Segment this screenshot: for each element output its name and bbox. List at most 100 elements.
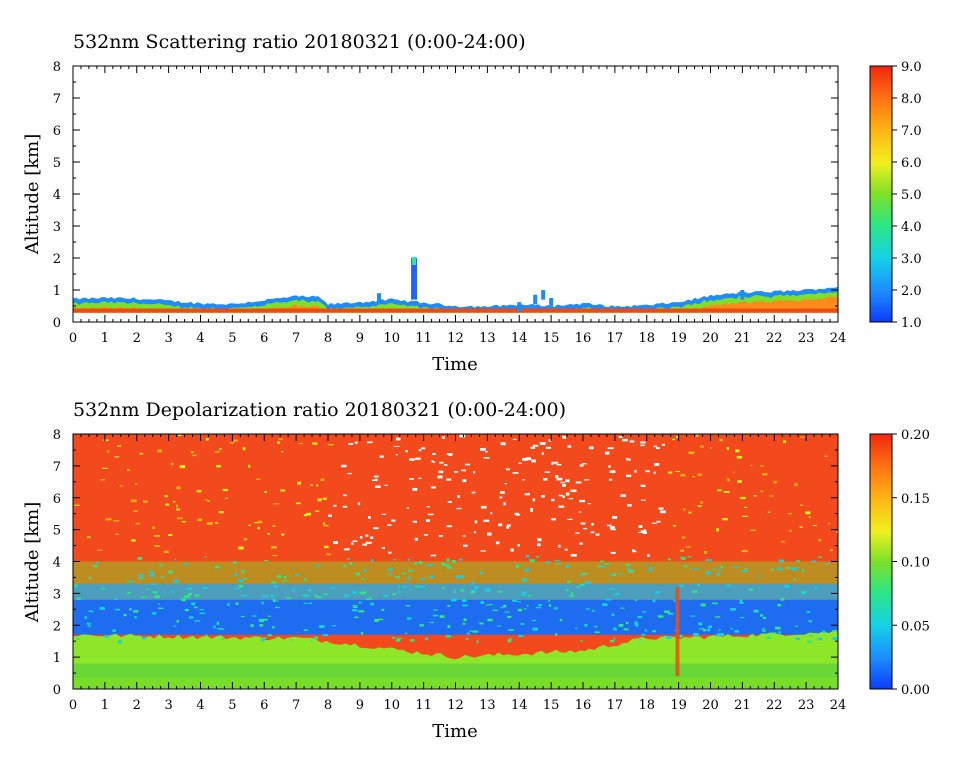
noise-speckle <box>388 551 392 554</box>
noise-speckle <box>541 495 545 498</box>
noise-speckle <box>625 458 629 460</box>
noise-speckle <box>194 594 200 597</box>
noise-speckle <box>219 448 223 451</box>
noise-speckle <box>194 620 201 622</box>
noise-speckle <box>562 495 565 498</box>
noise-speckle <box>446 453 453 456</box>
noise-speckle <box>261 637 267 639</box>
noise-speckle <box>451 598 457 602</box>
noise-speckle <box>74 504 80 506</box>
noise-speckle <box>726 447 729 450</box>
noise-speckle <box>556 463 562 466</box>
noise-speckle <box>778 631 781 634</box>
noise-speckle <box>441 562 445 566</box>
noise-speckle <box>793 578 797 581</box>
noise-speckle <box>214 522 218 524</box>
noise-speckle <box>135 522 141 525</box>
noise-speckle <box>760 490 764 493</box>
noise-speckle <box>698 622 703 626</box>
noise-speckle <box>469 630 475 632</box>
noise-speckle <box>341 464 347 468</box>
noise-speckle <box>556 477 563 481</box>
noise-speckle <box>114 608 121 611</box>
noise-speckle <box>783 440 787 443</box>
noise-speckle <box>594 631 600 634</box>
noise-speckle <box>734 630 740 633</box>
noise-speckle <box>510 548 514 552</box>
colorbar-tick-label: 8.0 <box>901 92 922 107</box>
x-tick-label: 5 <box>228 331 236 346</box>
noise-speckle <box>739 602 744 604</box>
x-tick-label: 21 <box>734 331 751 346</box>
noise-speckle <box>485 588 491 592</box>
noise-speckle <box>395 454 398 456</box>
x-tick-label: 16 <box>575 331 592 346</box>
noise-speckle <box>102 467 109 469</box>
noise-speckle <box>261 601 264 605</box>
noise-speckle <box>795 637 800 640</box>
noise-speckle <box>415 457 421 460</box>
x-tick-label: 6 <box>260 698 268 713</box>
aerosol-blob <box>740 290 745 300</box>
noise-speckle <box>333 504 337 507</box>
y-tick-label: 5 <box>53 156 61 171</box>
noise-speckle <box>139 452 143 455</box>
noise-speckle <box>347 558 351 560</box>
noise-speckle <box>552 461 559 464</box>
noise-speckle <box>514 512 519 515</box>
noise-speckle <box>524 493 530 496</box>
x-tick-label: 3 <box>164 698 172 713</box>
noise-speckle <box>697 505 702 508</box>
noise-speckle <box>675 470 681 472</box>
noise-speckle <box>697 473 702 476</box>
noise-speckle <box>681 536 686 539</box>
noise-speckle <box>688 511 692 514</box>
x-tick-label: 1 <box>101 698 109 713</box>
noise-speckle <box>309 602 313 605</box>
noise-speckle <box>213 625 216 629</box>
noise-speckle <box>640 499 646 501</box>
noise-speckle <box>243 577 248 580</box>
noise-speckle <box>679 585 684 587</box>
noise-speckle <box>773 481 777 484</box>
noise-speckle <box>367 441 373 444</box>
noise-speckle <box>602 603 608 606</box>
noise-speckle <box>352 607 358 609</box>
noise-speckle <box>687 556 692 558</box>
noise-speckle <box>579 542 583 545</box>
noise-speckle <box>319 625 325 628</box>
noise-speckle <box>822 630 826 634</box>
noise-speckle <box>612 516 618 519</box>
noise-speckle <box>203 586 208 589</box>
noise-speckle <box>656 447 660 450</box>
noise-speckle <box>707 628 711 632</box>
noise-speckle <box>492 609 498 612</box>
noise-speckle <box>315 510 320 512</box>
noise-speckle <box>138 577 144 580</box>
noise-speckle <box>160 576 165 578</box>
noise-speckle <box>375 478 378 481</box>
noise-speckle <box>480 571 483 575</box>
noise-speckle <box>409 478 414 480</box>
noise-speckle <box>392 593 396 596</box>
noise-speckle <box>638 531 642 534</box>
noise-speckle <box>548 439 552 442</box>
x-tick-label: 8 <box>324 331 332 346</box>
noise-speckle <box>281 533 285 536</box>
noise-speckle <box>227 603 230 607</box>
noise-speckle <box>281 451 284 453</box>
noise-speckle <box>322 634 329 637</box>
noise-speckle <box>393 445 400 447</box>
noise-speckle <box>799 504 804 507</box>
noise-speckle <box>760 465 765 467</box>
noise-speckle <box>739 616 745 619</box>
x-tick-label: 24 <box>830 698 847 713</box>
noise-speckle <box>520 593 526 596</box>
noise-speckle <box>407 576 411 580</box>
noise-speckle <box>445 635 452 638</box>
noise-speckle <box>620 607 625 609</box>
plot-area <box>73 434 838 689</box>
noise-speckle <box>813 525 817 527</box>
noise-speckle <box>381 513 386 515</box>
noise-speckle <box>530 446 536 449</box>
